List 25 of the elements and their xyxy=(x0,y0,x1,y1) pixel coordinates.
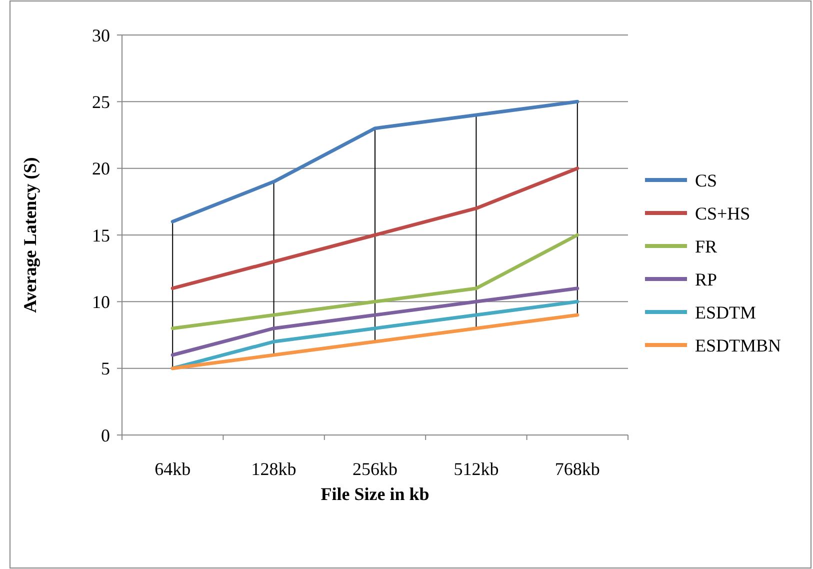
legend-label: FR xyxy=(695,236,718,256)
x-tick-label: 512kb xyxy=(454,459,499,479)
y-tick-label: 10 xyxy=(92,292,110,312)
legend-label: CS+HS xyxy=(695,203,750,224)
y-tick-label: 20 xyxy=(92,158,110,179)
line-series xyxy=(170,233,580,330)
line-series xyxy=(170,100,580,224)
x-axis-title: File Size in kb xyxy=(320,484,430,504)
legend-label: ESDTM xyxy=(695,302,756,322)
line-series xyxy=(170,166,580,290)
legend-label: CS xyxy=(695,170,718,190)
legend-label: ESDTMBN xyxy=(695,335,782,356)
x-tick-label: 128kb xyxy=(251,459,296,479)
y-tick-label: 30 xyxy=(92,25,110,46)
x-tick-label: 64kb xyxy=(154,459,191,479)
legend-label: RP xyxy=(695,269,718,290)
y-tick-label: 15 xyxy=(92,225,110,246)
line-series xyxy=(170,313,580,370)
x-tick-label: 256kb xyxy=(352,459,398,479)
y-tick-label: 0 xyxy=(101,425,110,446)
line-series xyxy=(170,286,580,357)
y-tick-label: 25 xyxy=(92,92,110,112)
y-tick-label: 5 xyxy=(101,358,110,379)
y-axis-title: Average Latency (S) xyxy=(20,157,40,313)
x-tick-label: 768kb xyxy=(554,459,600,479)
